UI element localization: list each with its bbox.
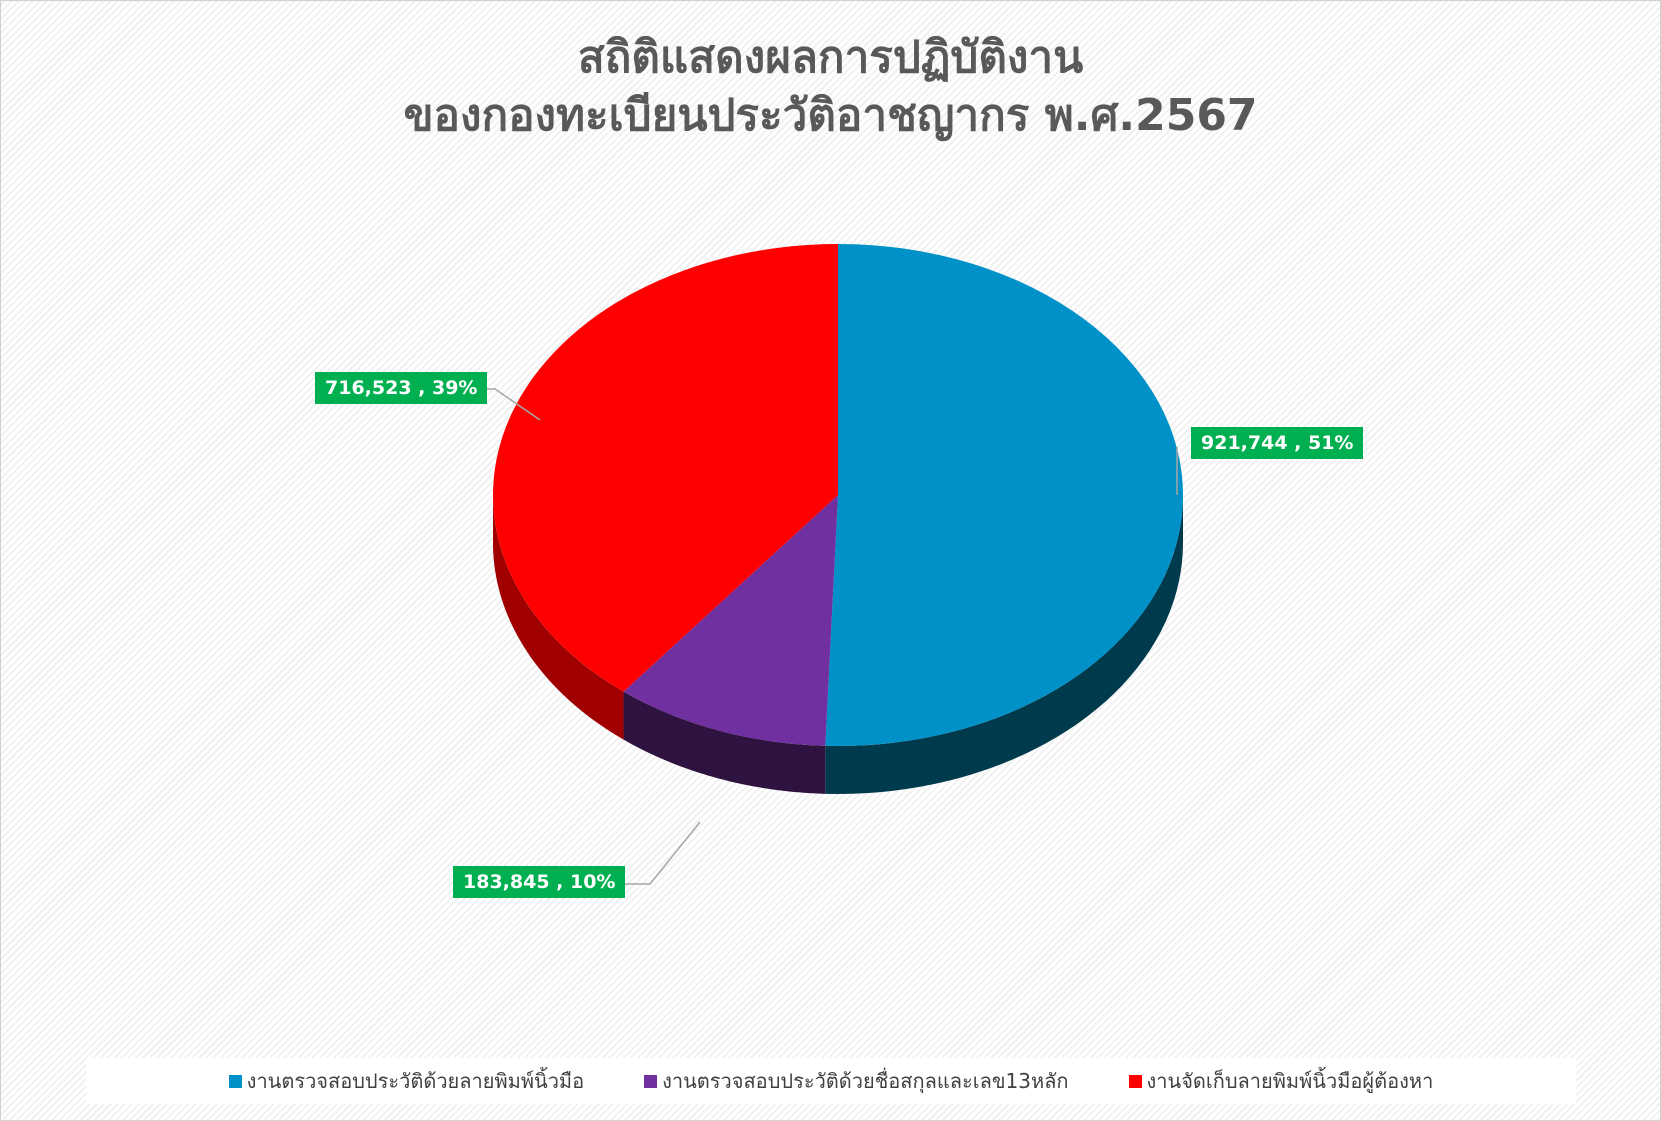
legend-item-1: งานตรวจสอบประวัติด้วยลายพิมพ์นิ้วมือ: [228, 1065, 585, 1097]
legend-swatch-1: [228, 1074, 242, 1088]
data-label-slice-2: 183,845 , 10%: [453, 866, 626, 898]
leader-line-2: [620, 821, 701, 885]
legend-swatch-3: [1128, 1074, 1142, 1088]
legend-item-2: งานตรวจสอบประวัติด้วยชื่อสกุลและเลข13หลั…: [644, 1065, 1069, 1097]
pie-slice-3[interactable]: [492, 244, 838, 692]
data-label-slice-1: 921,744 , 51%: [1191, 427, 1364, 459]
legend-label-2: งานตรวจสอบประวัติด้วยชื่อสกุลและเลข13หลั…: [662, 1069, 1069, 1093]
data-label-slice-3: 716,523 , 39%: [315, 372, 488, 404]
legend-swatch-2: [644, 1074, 658, 1088]
legend: งานตรวจสอบประวัติด้วยลายพิมพ์นิ้วมือ งาน…: [86, 1058, 1576, 1104]
pie-side-3: [493, 495, 624, 740]
chart-title-line-2: ของกองทะเบียนประวัติอาชญากร พ.ศ.2567: [403, 90, 1258, 141]
pie-slice-2[interactable]: [623, 495, 838, 746]
chart-title-line-1: สถิติแสดงผลการปฏิบัติงาน: [577, 32, 1084, 83]
legend-label-3: งานจัดเก็บลายพิมพ์นิ้วมือผู้ต้องหา: [1146, 1069, 1434, 1093]
pie-side-1: [825, 495, 1183, 794]
pie-side-2: [623, 691, 826, 794]
pie-slice-1[interactable]: [825, 244, 1183, 746]
legend-item-3: งานจัดเก็บลายพิมพ์นิ้วมือผู้ต้องหา: [1128, 1065, 1434, 1097]
legend-label-1: งานตรวจสอบประวัติด้วยลายพิมพ์นิ้วมือ: [246, 1069, 585, 1093]
